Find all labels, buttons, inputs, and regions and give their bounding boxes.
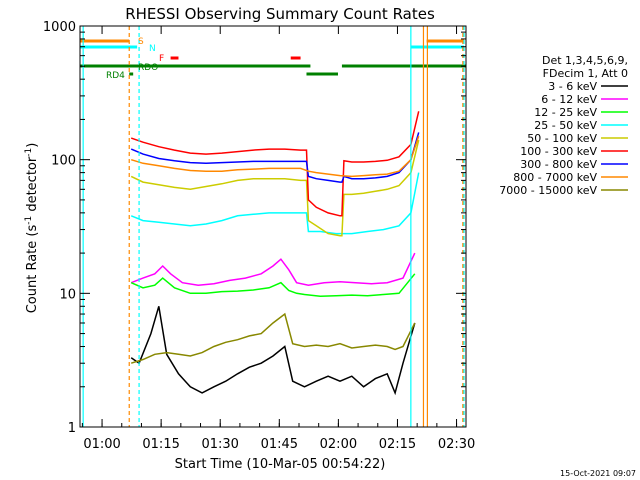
x-tick-label-2: 01:15 xyxy=(142,437,179,452)
legend-label-7: 300 - 800 keV xyxy=(520,158,597,171)
x-tick-label-5: 02:00 xyxy=(320,437,357,452)
y-axis-label-end: ) xyxy=(25,143,40,148)
y-axis-label-sup: -1 xyxy=(24,216,34,225)
marker-label-2: N xyxy=(149,44,156,54)
y-tick-label-1: 1 xyxy=(68,421,76,436)
series-line-1 xyxy=(130,306,416,396)
y-axis-label-tail: detector xyxy=(25,156,40,216)
plot-frame xyxy=(79,25,467,428)
x-axis-label: Start Time (10-Mar-05 00:54:22) xyxy=(175,457,386,472)
series-line-5 xyxy=(130,139,420,237)
x-tick-label-1: 01:00 xyxy=(83,437,120,452)
legend-label-5: 50 - 100 keV xyxy=(527,132,597,145)
legend-label-8: 800 - 7000 keV xyxy=(513,171,597,184)
x-tick-label-4: 01:45 xyxy=(261,437,298,452)
series-line-2 xyxy=(130,252,416,286)
legend-label-1: 3 - 6 keV xyxy=(548,80,597,93)
footer-timestamp: 15-Oct-2021 09:07 xyxy=(560,469,636,478)
marker-label-5: RDO xyxy=(138,63,158,73)
y-tick-label-2: 10 xyxy=(59,287,76,302)
marker-label-1: S xyxy=(138,37,144,47)
legend: Det 1,3,4,5,6,9,FDecim 1, Att 03 - 6 keV… xyxy=(499,54,628,197)
series-line-6 xyxy=(130,111,420,217)
marker-label-4: RD4 xyxy=(106,71,125,81)
y-tick-label-4: 1000 xyxy=(43,20,76,35)
series-line-8 xyxy=(130,135,420,178)
y-axis-label-main: Count Rate (s xyxy=(25,225,40,314)
legend-label-4: 25 - 50 keV xyxy=(534,119,597,132)
series-line-3 xyxy=(130,273,416,298)
x-tick-label-6: 02:15 xyxy=(379,437,416,452)
y-axis-label-sup2: -1 xyxy=(24,148,34,157)
series-line-7 xyxy=(130,132,420,183)
legend-header-2: FDecim 1, Att 0 xyxy=(543,67,628,80)
series-line-4 xyxy=(130,172,420,235)
x-tick-label-3: 01:30 xyxy=(201,437,238,452)
chart-title: RHESSI Observing Summary Count Rates xyxy=(125,5,435,23)
legend-label-2: 6 - 12 keV xyxy=(541,93,597,106)
x-tick-label-7: 02:30 xyxy=(438,437,475,452)
y-axis-label: Count Rate (s-1 detector-1) xyxy=(24,143,40,314)
legend-label-3: 12 - 25 keV xyxy=(534,106,597,119)
axes: 01:00 01:15 01:30 01:45 02:00 02:15 02:30 1 10 10… xyxy=(43,20,475,452)
legend-label-6: 100 - 300 keV xyxy=(520,145,597,158)
y-tick-label-3: 100 xyxy=(51,154,76,169)
series-line-9 xyxy=(130,312,416,364)
plot-area: SNF RD4 RDO xyxy=(80,26,466,427)
legend-label-9: 7000 - 15000 keV xyxy=(499,184,597,197)
marker-label-3: F xyxy=(159,54,164,64)
legend-header-1: Det 1,3,4,5,6,9, xyxy=(542,54,628,67)
